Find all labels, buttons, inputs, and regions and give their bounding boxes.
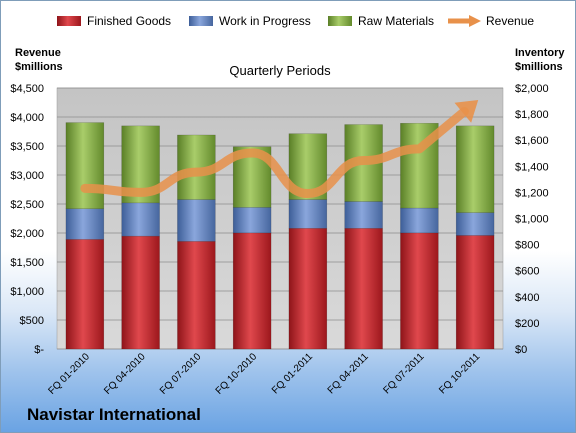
bar-work-in-progress xyxy=(177,199,216,242)
bar-finished-goods xyxy=(177,241,216,350)
bar-work-in-progress xyxy=(455,212,495,236)
x-tick-label: FQ 04-2011 xyxy=(326,351,371,396)
right-tick-label: $200 xyxy=(515,318,539,330)
left-tick-label: $3,500 xyxy=(10,141,44,153)
revenue-line-path xyxy=(80,106,469,199)
bar-work-in-progress xyxy=(232,207,272,234)
bar-work-in-progress xyxy=(288,199,328,229)
left-tick-label: $- xyxy=(34,344,44,356)
x-tick-label: FQ 10-2010 xyxy=(214,351,260,397)
right-axis-ticks: $0 $200 $400 $600 $800 $1,000 $1,200 $1,400 $1,6… xyxy=(515,83,549,356)
left-axis-title-line1: Revenue xyxy=(15,47,61,59)
legend-label-revenue: Revenue xyxy=(486,14,534,28)
left-tick-label: $4,000 xyxy=(10,112,44,124)
left-tick-label: $500 xyxy=(20,315,44,327)
left-axis-ticks: $- $500 $1,000 $1,500 $2,000 $2,500 $3,000 $3,5… xyxy=(10,83,44,356)
left-tick-label: $4,500 xyxy=(10,83,44,95)
bar-finished-goods xyxy=(121,235,160,350)
right-tick-label: $1,800 xyxy=(515,109,549,121)
x-tick-label: FQ 04-2010 xyxy=(102,351,148,397)
right-tick-label: $0 xyxy=(515,344,527,356)
bar-work-in-progress xyxy=(400,207,439,234)
legend-swatch-raw-materials xyxy=(328,16,352,26)
left-tick-label: $2,000 xyxy=(10,228,44,240)
legend-label-raw-materials: Raw Materials xyxy=(358,14,434,28)
left-tick-label: $3,000 xyxy=(10,170,44,182)
bar-finished-goods xyxy=(232,232,272,350)
revenue-arrow-head xyxy=(454,99,479,123)
bar-finished-goods xyxy=(455,235,495,350)
right-axis-title-line1: Inventory xyxy=(515,47,565,59)
left-tick-label: $1,000 xyxy=(10,286,44,298)
revenue-line xyxy=(80,99,479,199)
x-tick-label: FQ 07-2010 xyxy=(158,351,204,397)
left-axis-title-line2: $millions xyxy=(15,61,63,73)
bar-work-in-progress xyxy=(65,208,105,240)
right-tick-label: $2,000 xyxy=(515,83,549,95)
right-tick-label: $800 xyxy=(515,240,539,252)
x-tick-label: FQ 10-2011 xyxy=(437,351,482,396)
x-tick-label: FQ 01-2010 xyxy=(46,351,92,397)
x-tick-label: FQ 07-2011 xyxy=(382,351,427,396)
legend: Finished Goods Work in Progress Raw Mate… xyxy=(57,14,534,28)
legend-swatch-revenue xyxy=(448,15,481,27)
company-name: Navistar International xyxy=(27,405,201,424)
bar-work-in-progress xyxy=(121,202,160,237)
right-axis-title-line2: $millions xyxy=(515,61,563,73)
right-tick-label: $400 xyxy=(515,292,539,304)
x-axis-labels: FQ 01-2010 FQ 04-2010 FQ 07-2010 FQ 10-2010… xyxy=(46,351,482,397)
bar-work-in-progress xyxy=(344,201,383,229)
bar-finished-goods xyxy=(288,228,328,350)
legend-swatch-finished-goods xyxy=(57,16,81,26)
right-tick-label: $1,600 xyxy=(515,135,549,147)
legend-swatch-work-in-progress xyxy=(189,16,213,26)
legend-label-work-in-progress: Work in Progress xyxy=(219,14,311,28)
right-tick-label: $1,000 xyxy=(515,214,549,226)
bar-finished-goods xyxy=(65,239,105,350)
legend-label-finished-goods: Finished Goods xyxy=(87,14,171,28)
x-tick-label: FQ 01-2011 xyxy=(270,351,315,396)
left-tick-label: $1,500 xyxy=(10,257,44,269)
right-tick-label: $600 xyxy=(515,266,539,278)
right-tick-label: $1,200 xyxy=(515,187,549,199)
bar-finished-goods xyxy=(344,228,383,350)
bar-finished-goods xyxy=(400,232,439,350)
bar-raw-materials xyxy=(65,122,105,209)
left-tick-label: $2,500 xyxy=(10,199,44,211)
plot-title: Quarterly Periods xyxy=(229,63,331,78)
right-tick-label: $1,400 xyxy=(515,161,549,173)
bar-raw-materials xyxy=(455,125,495,213)
